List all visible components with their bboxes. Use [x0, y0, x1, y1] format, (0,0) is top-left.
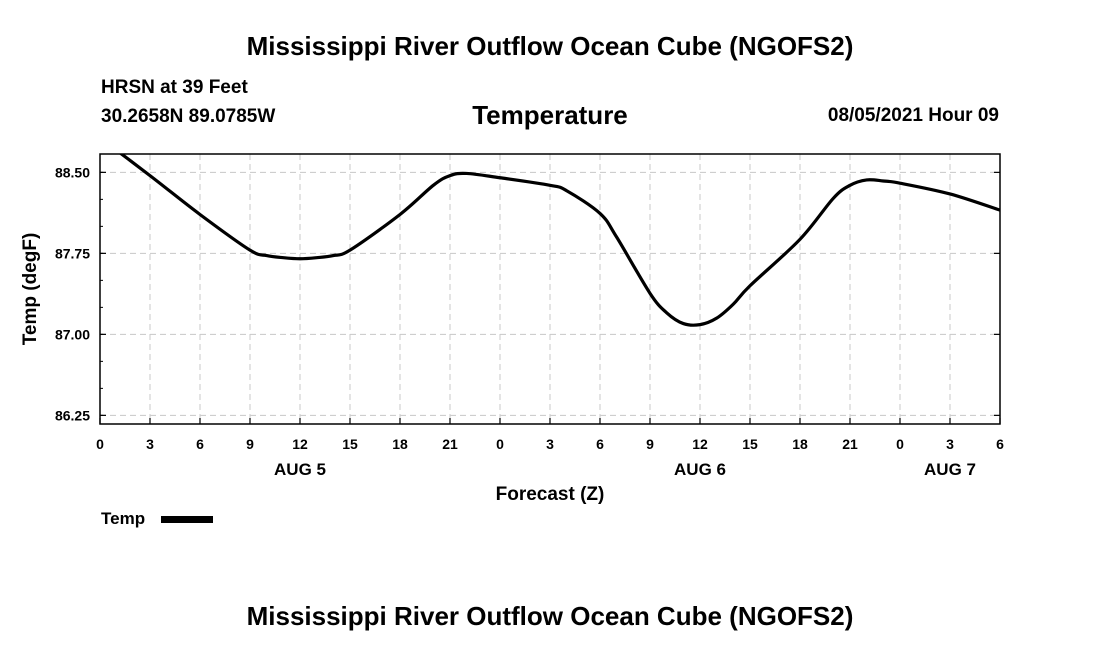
x-tick-label: 18 — [792, 436, 808, 452]
variable-title: Temperature — [472, 100, 628, 130]
x-tick-label: 12 — [292, 436, 308, 452]
chart-title: Mississippi River Outflow Ocean Cube (NG… — [246, 31, 854, 61]
y-tick-label: 88.50 — [55, 164, 90, 180]
x-date-label: AUG 7 — [924, 460, 976, 479]
plot-frame — [99, 153, 1001, 425]
x-tick-label: 6 — [996, 436, 1004, 452]
axis-layer: 0 3 6 9 12 15 18 21 0 3 6 9 12 15 18 21 0 3 6 AUG 5 AUG 6 AUG… — [55, 164, 1004, 479]
x-tick-label: 0 — [496, 436, 504, 452]
y-tick-label: 87.00 — [55, 326, 90, 342]
x-tick-label: 21 — [842, 436, 858, 452]
x-tick-label: 18 — [392, 436, 408, 452]
x-tick-label: 0 — [896, 436, 904, 452]
x-tick-label: 9 — [646, 436, 654, 452]
y-tick-label: 87.75 — [55, 245, 90, 261]
x-tick-label: 3 — [946, 436, 954, 452]
x-date-label: AUG 6 — [674, 460, 726, 479]
x-tick-label: 15 — [342, 436, 358, 452]
x-tick-label: 3 — [146, 436, 154, 452]
footer-title: Mississippi River Outflow Ocean Cube (NG… — [246, 601, 854, 631]
x-tick-label: 6 — [596, 436, 604, 452]
x-tick-label: 15 — [742, 436, 758, 452]
y-tick-label: 86.25 — [55, 407, 90, 423]
forecast-datetime: 08/05/2021 Hour 09 — [827, 105, 999, 126]
series-layer — [118, 154, 1000, 327]
grid-layer — [100, 154, 1000, 424]
station-coordinates: 30.2658N 89.0785W — [101, 106, 276, 127]
x-tick-label: 9 — [246, 436, 254, 452]
x-axis-label: Forecast (Z) — [496, 484, 605, 505]
station-label: HRSN at 39 Feet — [101, 77, 248, 98]
x-tick-label: 21 — [442, 436, 458, 452]
x-tick-label: 6 — [196, 436, 204, 452]
x-tick-label: 12 — [692, 436, 708, 452]
legend-label: Temp — [101, 509, 146, 528]
x-tick-label: 0 — [96, 436, 104, 452]
x-tick-label: 3 — [546, 436, 554, 452]
legend-line-swatch — [161, 516, 213, 523]
y-axis-label: Temp (degF) — [20, 233, 41, 346]
series-line-temp — [118, 154, 1000, 327]
x-date-label: AUG 5 — [274, 460, 326, 479]
